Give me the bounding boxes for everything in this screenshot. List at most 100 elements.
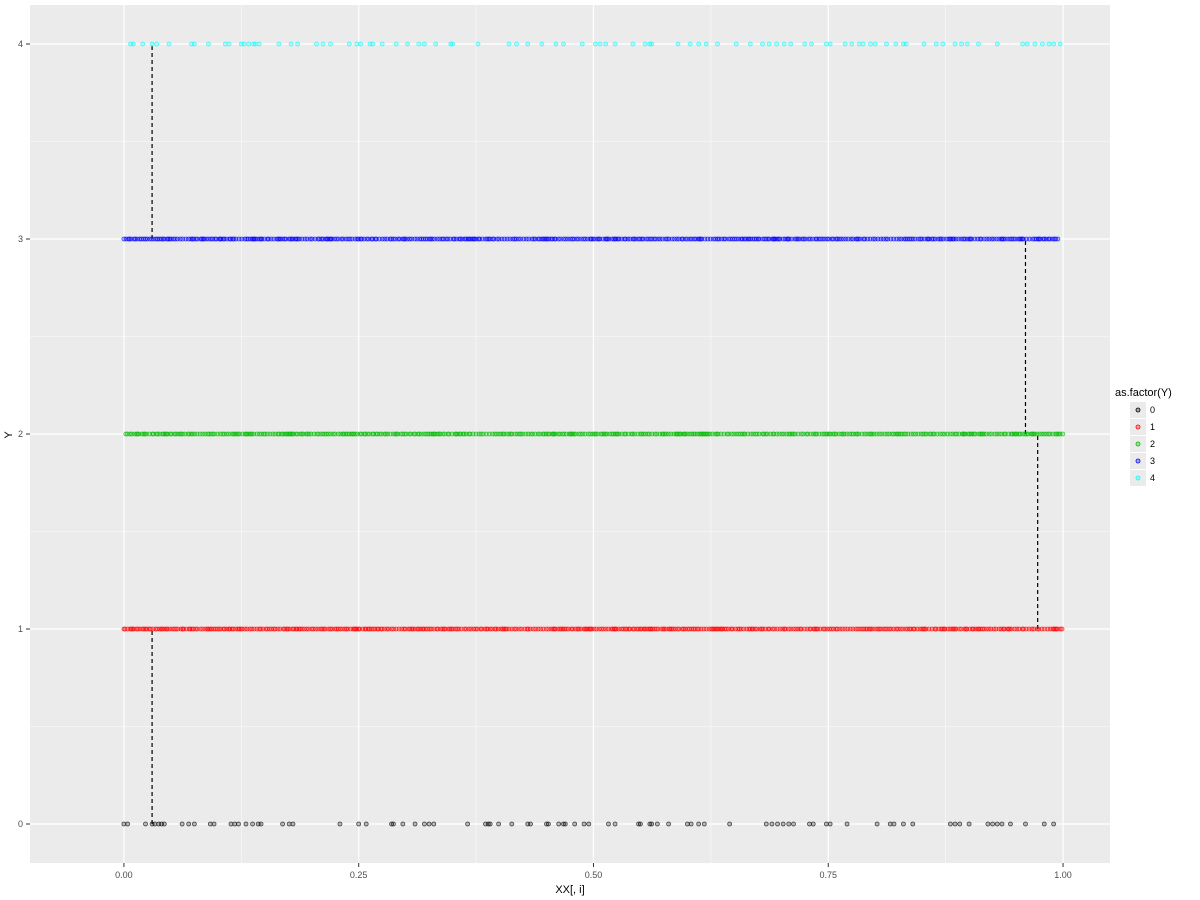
legend-marker-0 (1135, 407, 1141, 413)
data-point (346, 41, 352, 47)
data-point (586, 821, 592, 827)
series-4 (128, 41, 1063, 47)
data-point (985, 821, 991, 827)
data-point (799, 236, 805, 242)
data-point (733, 41, 739, 47)
legend-title: as.factor(Y) (1115, 387, 1172, 399)
legend-key-0 (1130, 402, 1146, 418)
data-point (612, 41, 618, 47)
data-point (994, 821, 1000, 827)
data-point (1020, 41, 1026, 47)
data-point (789, 431, 795, 437)
data-point (290, 821, 296, 827)
data-point (891, 821, 897, 827)
data-point (1008, 821, 1013, 827)
data-point (1051, 41, 1057, 47)
data-point (453, 431, 459, 437)
data-point (929, 236, 935, 242)
data-point (952, 41, 958, 47)
data-point (868, 41, 873, 47)
data-point (1055, 236, 1061, 242)
data-point (994, 41, 1000, 47)
data-point (431, 821, 437, 827)
data-point (250, 821, 255, 827)
data-point (872, 41, 878, 47)
legend-label-2: 2 (1150, 439, 1155, 449)
axes: 0.00 0.25 0.50 0.75 1.00 0 1 2 3 4 (18, 39, 1072, 880)
data-point (391, 821, 396, 827)
data-point (791, 821, 796, 827)
legend-marker-3 (1135, 458, 1141, 464)
data-point (1046, 41, 1052, 47)
data-point (149, 41, 155, 47)
x-tick-label: 0.25 (350, 870, 368, 880)
data-point (450, 41, 456, 47)
data-point (405, 41, 410, 47)
legend-label-1: 1 (1150, 422, 1155, 432)
data-point (426, 821, 432, 827)
data-point (531, 236, 537, 242)
data-point (760, 41, 765, 47)
data-point (727, 821, 733, 827)
reference-lines (151, 44, 1039, 824)
data-point (205, 431, 211, 437)
data-point (999, 821, 1005, 827)
data-point (393, 41, 399, 47)
data-point (638, 821, 643, 827)
data-point (1059, 626, 1065, 632)
data-point (553, 41, 559, 47)
y-tick-label: 4 (18, 39, 23, 49)
data-point (903, 41, 909, 47)
data-point (321, 626, 327, 632)
data-point (130, 41, 136, 47)
data-point (185, 431, 191, 437)
data-point (416, 41, 422, 47)
data-point (206, 41, 211, 47)
data-point (763, 431, 769, 437)
data-point (377, 431, 383, 437)
legend-marker-1 (1135, 424, 1141, 430)
data-point (795, 236, 801, 242)
data-point (179, 821, 185, 827)
data-point (827, 821, 833, 827)
data-point (808, 41, 814, 47)
data-point (256, 41, 262, 47)
legend: as.factor(Y) 0 1 2 3 4 (1115, 387, 1172, 486)
data-point (370, 41, 376, 47)
data-point (597, 41, 603, 47)
legend-marker-2 (1135, 441, 1141, 447)
data-point (525, 41, 531, 47)
data-point (922, 626, 927, 632)
legend-label-0: 0 (1150, 405, 1155, 415)
legend-key-2 (1130, 436, 1146, 452)
data-point (295, 41, 301, 47)
data-point (226, 41, 232, 47)
data-point (947, 821, 953, 827)
data-point (581, 821, 587, 827)
data-point (921, 41, 927, 47)
legend-marker-4 (1135, 475, 1141, 481)
data-point (556, 821, 562, 827)
data-point (910, 821, 916, 827)
data-point (243, 821, 249, 827)
data-point (320, 41, 326, 47)
data-point (322, 431, 328, 437)
data-point (648, 626, 654, 632)
legend-key-3 (1130, 453, 1146, 469)
data-point (562, 821, 568, 827)
data-point (696, 41, 702, 47)
data-point (696, 821, 702, 827)
data-point (1057, 41, 1063, 47)
data-point (612, 821, 618, 827)
data-point (143, 821, 148, 827)
data-point (642, 41, 648, 47)
x-tick-label: 0.75 (819, 870, 837, 880)
data-point (516, 431, 522, 437)
data-point (314, 41, 319, 47)
data-point (630, 41, 636, 47)
legend-label-4: 4 (1150, 473, 1155, 483)
data-point (827, 41, 833, 47)
data-point (688, 821, 694, 827)
data-point (1032, 41, 1038, 47)
